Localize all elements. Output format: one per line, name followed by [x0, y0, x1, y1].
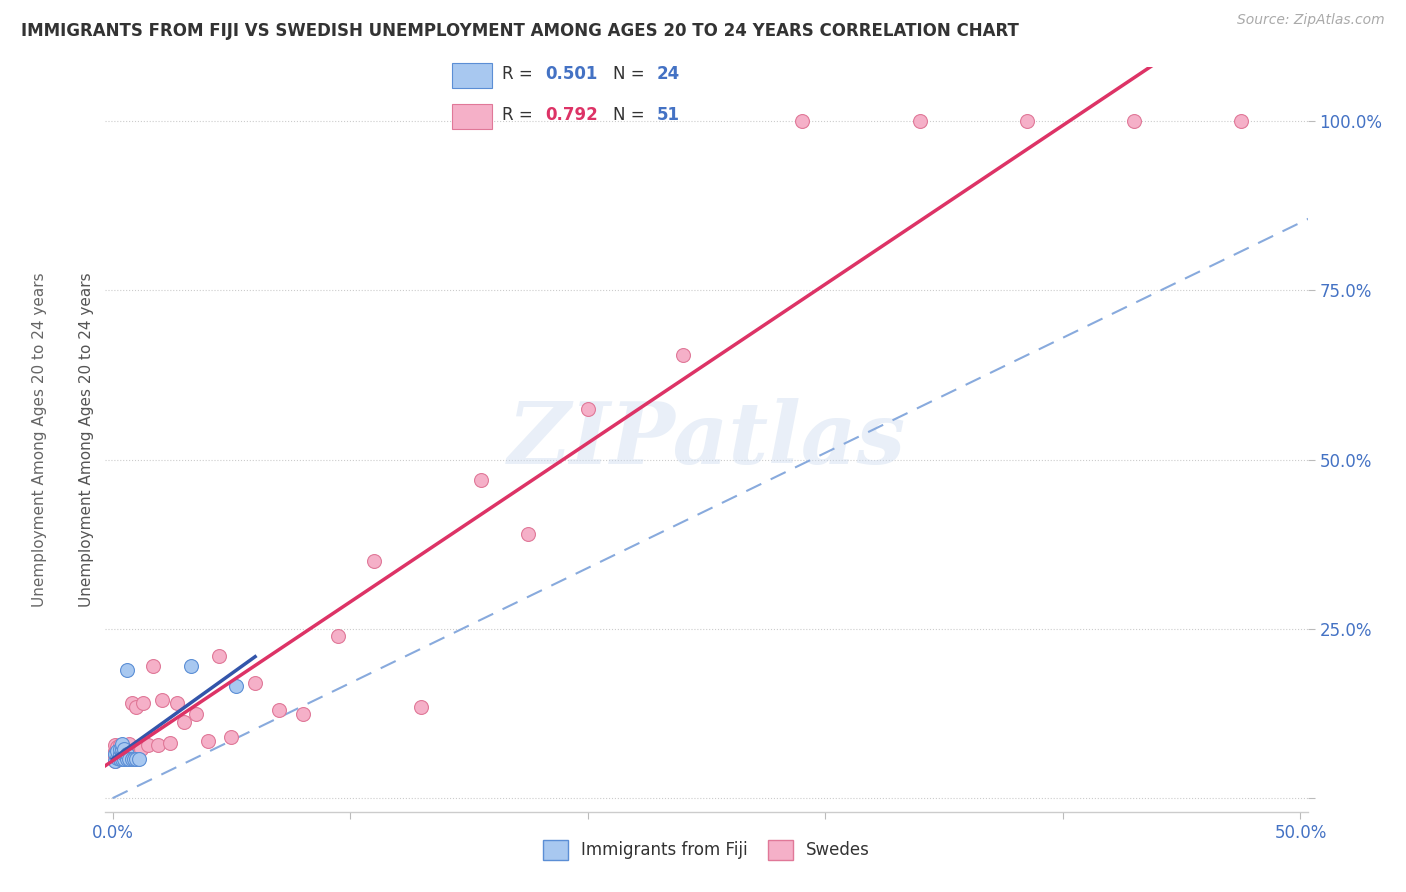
Text: N =: N =: [613, 106, 650, 124]
Point: [184, 706, 207, 721]
Point: [121, 752, 143, 766]
Text: ZIPatlas: ZIPatlas: [508, 398, 905, 481]
Point: [221, 730, 243, 744]
Point: [517, 527, 540, 541]
Point: [363, 554, 385, 568]
Point: [115, 747, 138, 761]
Point: [208, 648, 231, 663]
Point: [470, 473, 492, 487]
Text: 0.501: 0.501: [546, 65, 598, 83]
Point: [108, 739, 131, 753]
Point: [105, 744, 128, 758]
Point: [104, 744, 127, 758]
Point: [105, 752, 128, 766]
Point: [125, 699, 148, 714]
Point: [114, 747, 136, 761]
Text: R =: R =: [502, 106, 537, 124]
Bar: [453, 62, 492, 88]
Y-axis label: Unemployment Among Ages 20 to 24 years: Unemployment Among Ages 20 to 24 years: [79, 272, 94, 607]
Point: [111, 747, 134, 761]
Point: [1230, 114, 1253, 128]
Point: [159, 736, 181, 750]
Text: 51: 51: [657, 106, 679, 124]
Point: [104, 754, 127, 768]
Point: [576, 401, 599, 416]
Point: [166, 697, 188, 711]
Text: R =: R =: [502, 65, 537, 83]
Point: [111, 742, 134, 756]
Point: [105, 747, 128, 761]
Point: [122, 749, 145, 764]
Point: [108, 742, 131, 756]
Point: [114, 752, 136, 766]
Text: IMMIGRANTS FROM FIJI VS SWEDISH UNEMPLOYMENT AMONG AGES 20 TO 24 YEARS CORRELATI: IMMIGRANTS FROM FIJI VS SWEDISH UNEMPLOY…: [21, 22, 1019, 40]
Point: [105, 750, 128, 764]
Point: [243, 676, 266, 690]
Bar: [453, 103, 492, 129]
Point: [104, 739, 127, 753]
Point: [672, 348, 695, 362]
Point: [122, 752, 145, 766]
Point: [267, 703, 290, 717]
Point: [121, 697, 143, 711]
Point: [118, 752, 141, 766]
Point: [152, 693, 174, 707]
Point: [128, 752, 150, 766]
Point: [111, 745, 134, 759]
Text: N =: N =: [613, 65, 650, 83]
Point: [111, 752, 134, 766]
Text: Unemployment Among Ages 20 to 24 years: Unemployment Among Ages 20 to 24 years: [32, 272, 46, 607]
Point: [108, 752, 131, 766]
Point: [118, 737, 141, 751]
Point: [108, 745, 131, 759]
Text: 0.792: 0.792: [546, 106, 598, 124]
Point: [411, 699, 433, 714]
Point: [129, 742, 152, 756]
Point: [142, 659, 165, 673]
Text: Source: ZipAtlas.com: Source: ZipAtlas.com: [1237, 13, 1385, 28]
Point: [108, 752, 131, 766]
Point: [125, 752, 148, 766]
Point: [180, 659, 202, 673]
Point: [111, 752, 134, 766]
Point: [105, 740, 128, 755]
Text: 24: 24: [657, 65, 679, 83]
Point: [146, 739, 169, 753]
Point: [104, 747, 127, 761]
Point: [115, 752, 138, 766]
Point: [225, 680, 247, 694]
Point: [328, 629, 350, 643]
Point: [104, 749, 127, 764]
Point: [114, 740, 136, 755]
Point: [111, 739, 134, 754]
Point: [114, 742, 136, 756]
Point: [1123, 114, 1146, 128]
Point: [121, 749, 143, 764]
Legend: Immigrants from Fiji, Swedes: Immigrants from Fiji, Swedes: [536, 833, 877, 867]
Point: [790, 114, 813, 128]
Point: [108, 747, 131, 761]
Point: [197, 733, 219, 747]
Point: [136, 739, 159, 753]
Point: [114, 750, 136, 764]
Point: [115, 745, 138, 759]
Point: [173, 715, 195, 730]
Point: [104, 754, 127, 768]
Point: [910, 114, 932, 128]
Point: [118, 749, 141, 764]
Point: [291, 706, 314, 721]
Point: [125, 749, 148, 764]
Point: [111, 737, 134, 751]
Point: [132, 697, 155, 711]
Point: [1017, 114, 1039, 128]
Point: [115, 663, 138, 677]
